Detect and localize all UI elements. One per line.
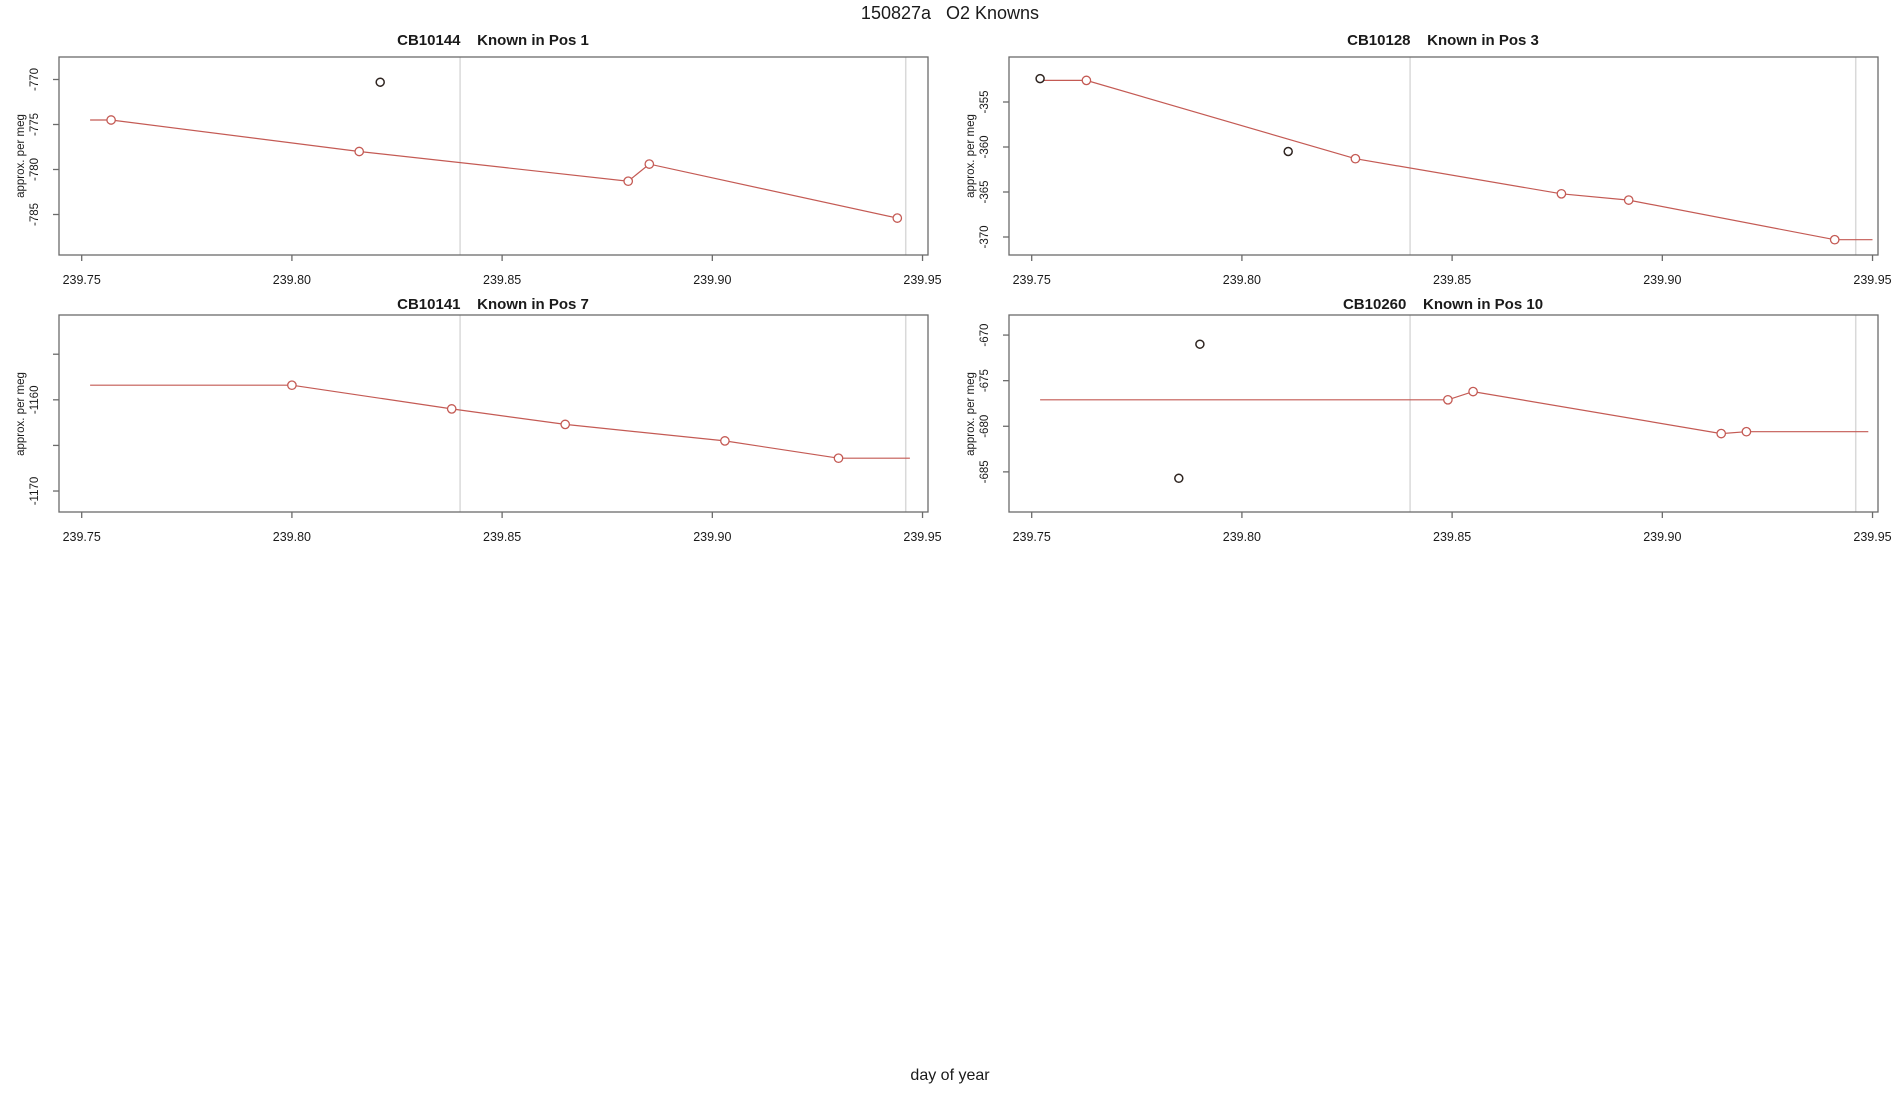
- data-point-marker: [1556, 188, 1567, 199]
- x-tick-label: 239.95: [1853, 273, 1891, 287]
- y-tick-label: -365: [979, 180, 991, 203]
- data-point-marker: [560, 419, 571, 430]
- outlier-point-marker: [375, 77, 385, 87]
- main-title: 150827a O2 Knowns: [860, 3, 1040, 23]
- data-point-marker: [644, 159, 655, 169]
- y-axis-label-pos3: approx. per meg: [965, 114, 977, 198]
- y-tick-label: -785: [29, 203, 41, 226]
- y-tick-label: -780: [29, 158, 41, 181]
- outlier-point-marker: [1283, 146, 1293, 157]
- x-tick-label: 239.90: [1643, 530, 1681, 544]
- data-point-marker: [1468, 386, 1478, 397]
- plot-box: [58, 56, 929, 256]
- y-tick-label: -355: [979, 90, 991, 113]
- data-point-marker: [833, 453, 844, 464]
- x-tick-label: 239.80: [1223, 273, 1261, 287]
- x-tick-label: 239.85: [483, 530, 521, 544]
- x-axis-label: day of year: [910, 1067, 990, 1084]
- data-point-marker: [623, 176, 634, 187]
- y-tick-label: -685: [979, 460, 991, 483]
- y-tick-label: -670: [979, 324, 991, 347]
- panel-title-pos1: CB10144 Known in Pos 1: [397, 32, 589, 49]
- x-tick-label: 239.80: [1223, 530, 1261, 544]
- x-tick-label: 239.75: [1013, 273, 1051, 287]
- outlier-point-marker: [1195, 339, 1205, 349]
- plot-box: [1008, 56, 1879, 256]
- x-tick-label: 239.90: [1643, 273, 1681, 287]
- data-line: [1040, 79, 1873, 241]
- data-point-marker: [354, 146, 365, 157]
- x-tick-label: 239.75: [63, 530, 101, 544]
- y-tick-label: -1160: [29, 386, 41, 415]
- outlier-point-marker: [1035, 73, 1045, 84]
- x-tick-label: 239.85: [483, 273, 521, 287]
- panel-title-pos10: CB10260 Known in Pos 10: [1342, 296, 1544, 313]
- data-point-marker: [1350, 153, 1361, 164]
- plot-box: [58, 314, 929, 513]
- y-axis-label-pos1: approx. per meg: [15, 114, 27, 198]
- data-point-marker: [1623, 195, 1634, 205]
- x-tick-label: 239.85: [1433, 530, 1471, 544]
- x-tick-label: 239.95: [1853, 530, 1891, 544]
- x-tick-label: 239.80: [273, 273, 311, 287]
- y-axis-label-pos10: approx. per meg: [965, 372, 977, 456]
- data-point-marker: [720, 436, 730, 446]
- y-tick-label: -680: [979, 415, 991, 438]
- data-point-marker: [287, 380, 297, 391]
- data-point-marker: [1443, 394, 1453, 405]
- data-point-marker: [446, 404, 457, 414]
- x-tick-label: 239.75: [1013, 530, 1051, 544]
- x-tick-label: 239.95: [903, 530, 941, 544]
- plot-box: [1008, 314, 1879, 513]
- data-point-marker: [106, 115, 116, 125]
- data-point-marker: [1716, 428, 1727, 439]
- y-tick-label: -360: [979, 135, 991, 158]
- data-point-marker: [1829, 234, 1840, 245]
- panel-title-pos3: CB10128 Known in Pos 3: [1347, 32, 1539, 49]
- x-tick-label: 239.85: [1433, 273, 1471, 287]
- y-tick-label: -775: [29, 113, 41, 136]
- panel-title-pos7: CB10141 Known in Pos 7: [397, 296, 589, 313]
- x-tick-label: 239.95: [903, 273, 941, 287]
- x-tick-label: 239.80: [273, 530, 311, 544]
- data-point-marker: [892, 213, 903, 223]
- y-tick-label: -770: [29, 68, 41, 91]
- data-line: [90, 119, 898, 219]
- y-tick-label: -1170: [29, 477, 41, 506]
- outlier-point-marker: [1174, 473, 1184, 484]
- data-point-marker: [1741, 426, 1752, 437]
- y-axis-label-pos7: approx. per meg: [15, 372, 27, 456]
- y-tick-label: -370: [979, 225, 991, 248]
- x-tick-label: 239.75: [63, 273, 101, 287]
- x-tick-label: 239.90: [693, 530, 731, 544]
- x-tick-label: 239.90: [693, 273, 731, 287]
- data-line: [1040, 390, 1869, 435]
- data-line: [90, 384, 910, 459]
- y-tick-label: -675: [979, 369, 991, 392]
- data-point-marker: [1081, 75, 1092, 86]
